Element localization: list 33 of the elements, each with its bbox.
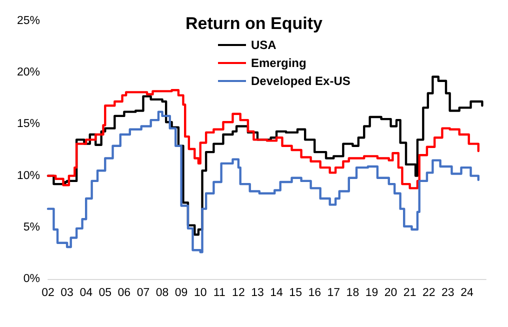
- legend-label: Developed Ex-US: [251, 74, 350, 88]
- x-tick-label: 16: [308, 287, 322, 299]
- x-tick-label: 09: [174, 287, 188, 299]
- y-tick-label: 25%: [16, 15, 40, 27]
- x-tick-label: 03: [60, 287, 74, 299]
- legend-label: Emerging: [251, 56, 306, 70]
- x-tick-label: 18: [346, 287, 360, 299]
- y-tick-label: 15%: [16, 118, 40, 130]
- x-tick-label: 20: [384, 287, 398, 299]
- x-tick-label: 15: [289, 287, 302, 299]
- x-tick-label: 17: [327, 287, 340, 299]
- x-tick-label: 02: [42, 287, 54, 299]
- y-tick-label: 5%: [23, 221, 40, 234]
- x-tick-label: 23: [442, 287, 454, 299]
- x-tick-label: 06: [118, 287, 131, 299]
- legend-label: USA: [251, 38, 277, 52]
- y-tick-label: 20%: [16, 66, 40, 79]
- x-tick-label: 10: [194, 287, 207, 299]
- x-tick-label: 21: [403, 287, 416, 299]
- x-tick-label: 11: [213, 287, 226, 299]
- x-tick-label: 07: [136, 287, 150, 299]
- y-tick-label: 10%: [16, 170, 40, 182]
- x-tick-label: 19: [365, 287, 378, 299]
- x-tick-label: 05: [98, 287, 112, 299]
- x-tick-label: 12: [232, 287, 245, 299]
- x-tick-label: 22: [422, 287, 436, 299]
- x-tick-label: 24: [460, 287, 474, 299]
- x-tick-label: 04: [80, 287, 94, 299]
- chart-title: Return on Equity: [186, 14, 324, 33]
- x-tick-label: 13: [251, 287, 264, 299]
- y-tick-label: 0%: [23, 273, 40, 285]
- x-tick-label: 08: [156, 287, 169, 299]
- x-tick-label: 14: [270, 287, 284, 299]
